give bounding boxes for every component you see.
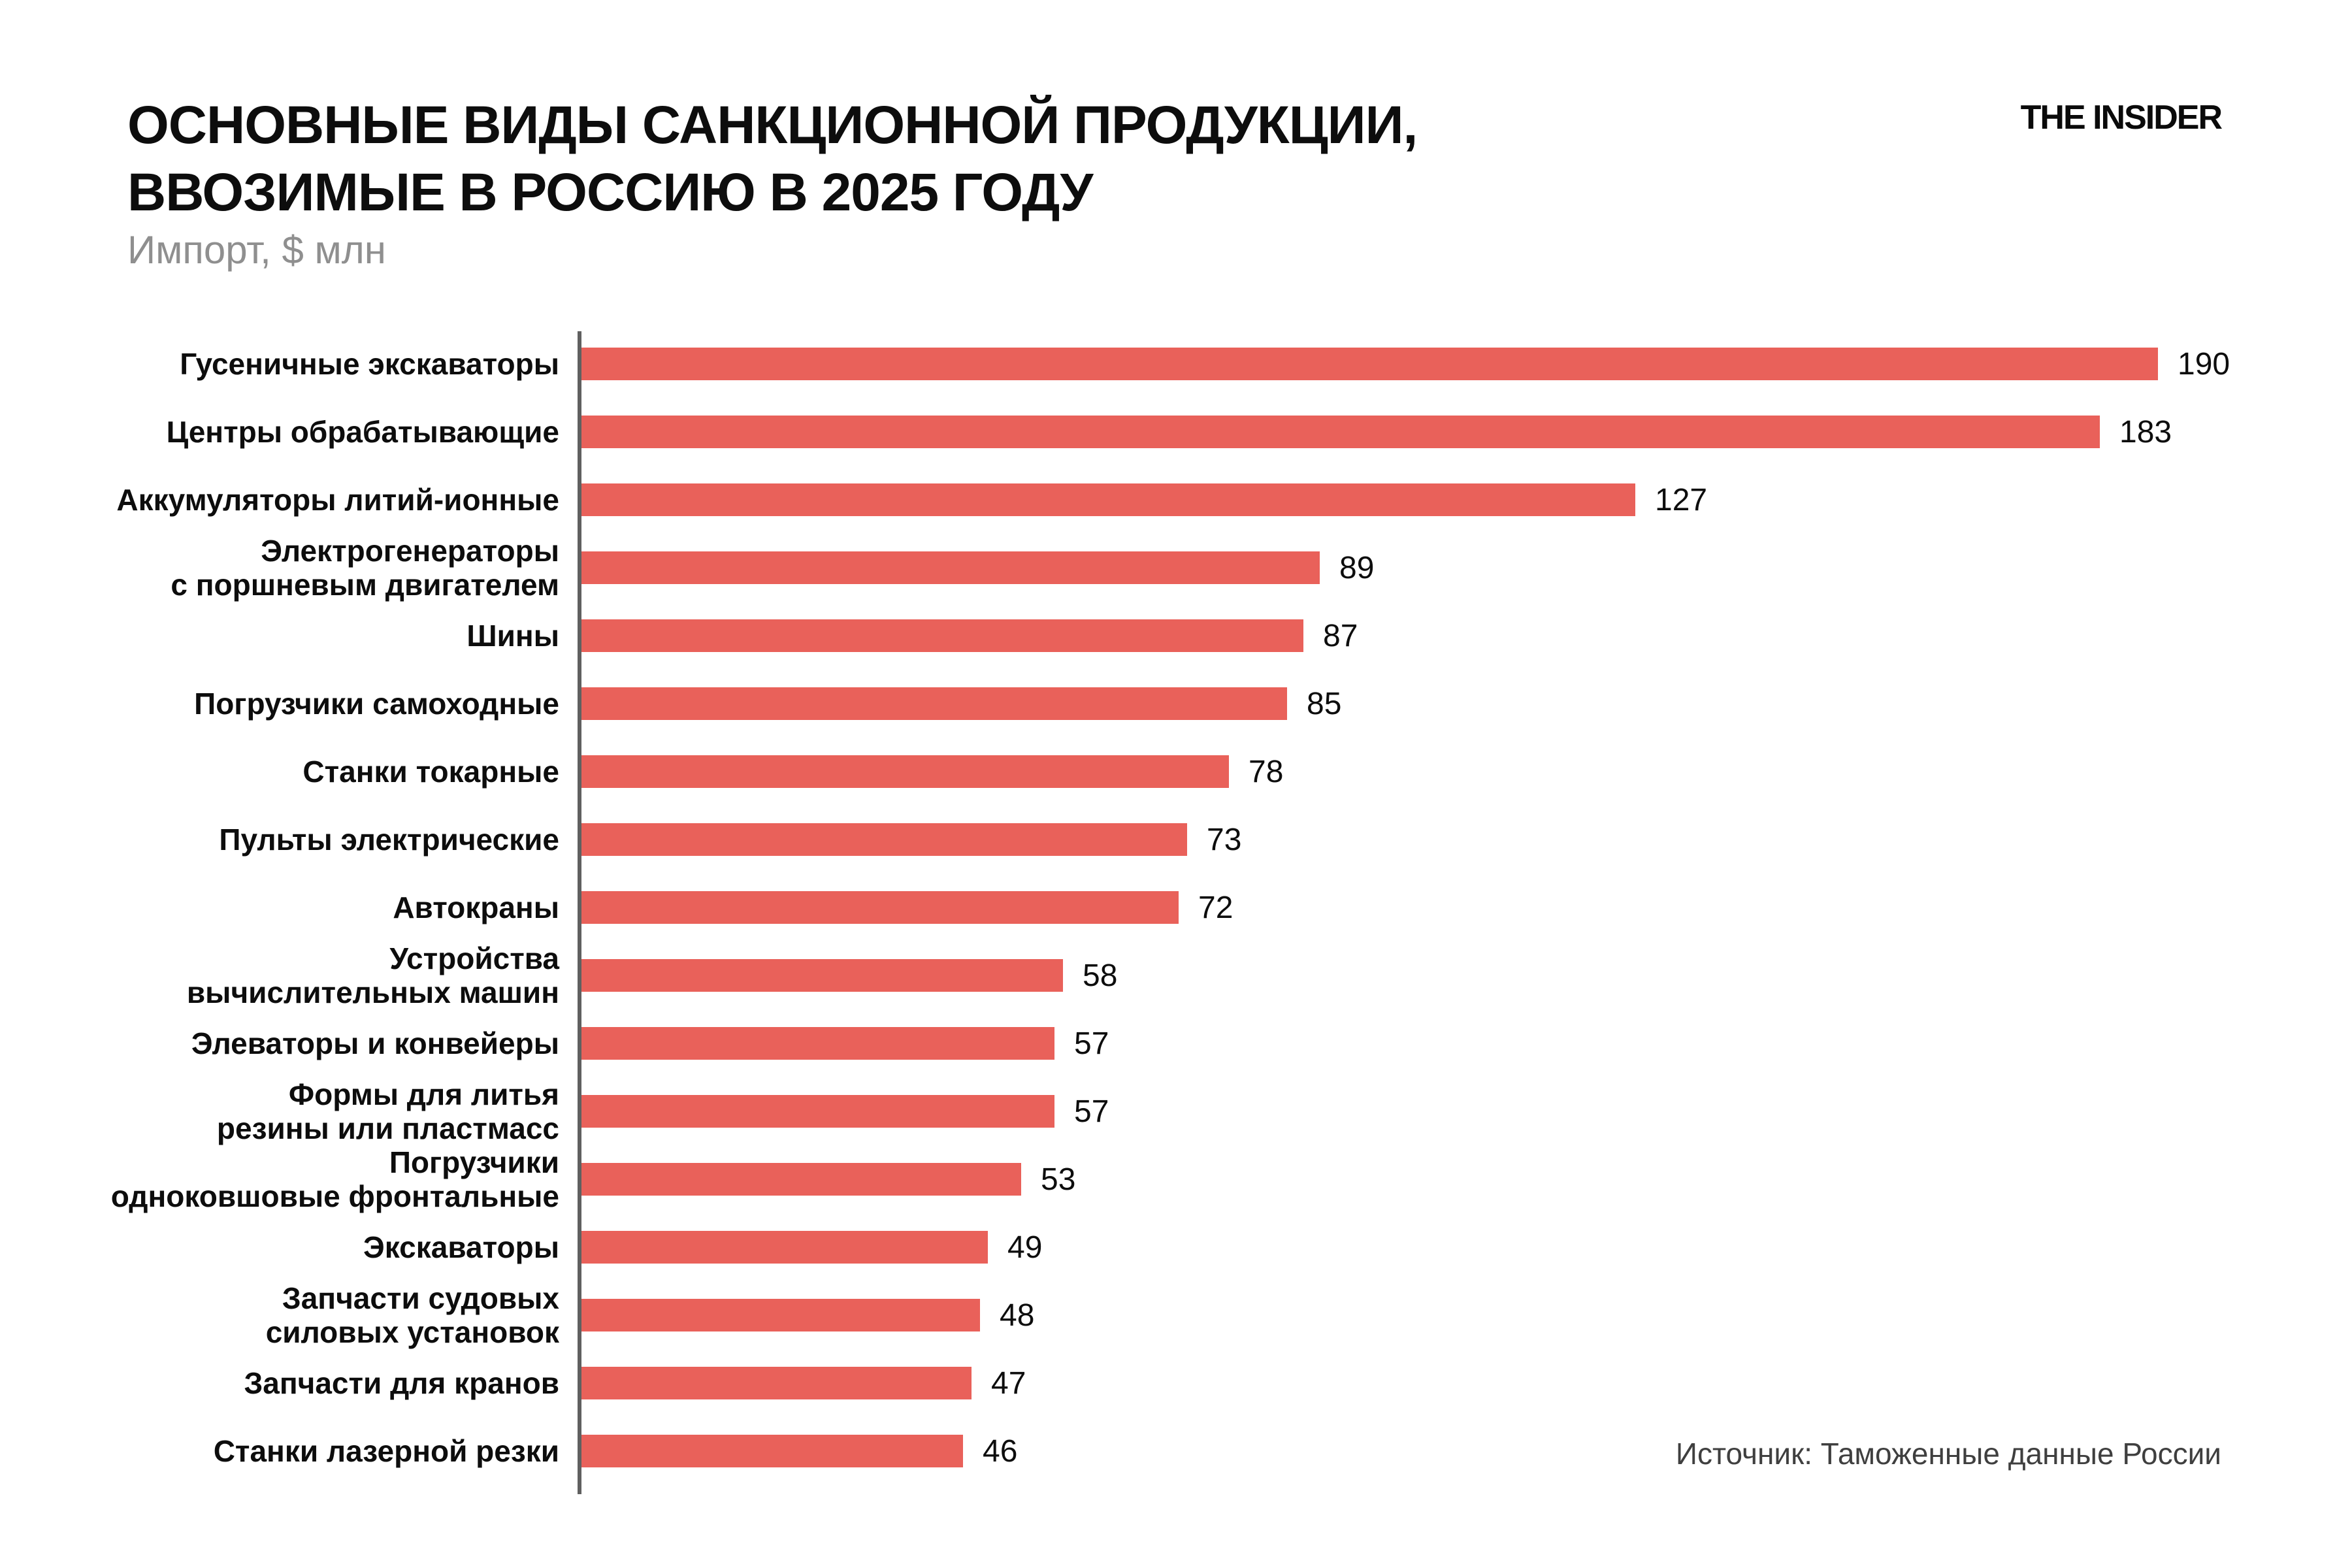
bar-cell: 53 [581, 1145, 2352, 1213]
bar-cell: 47 [581, 1349, 2352, 1417]
bar-cell: 46 [581, 1417, 2352, 1485]
bar-cell: 49 [581, 1213, 2352, 1281]
bar-cell: 85 [581, 670, 2352, 738]
bar-row: Электрогенераторы с поршневым двигателем 8… [0, 534, 2352, 602]
bar [581, 1027, 1054, 1060]
value-label: 57 [1074, 1026, 1109, 1061]
bar [581, 1367, 972, 1399]
title-line-2: ВВОЗИМЫЕ В РОССИЮ В 2025 ГОДУ [127, 163, 1093, 222]
bar-cell: 190 [581, 330, 2352, 398]
bar-row: Шины 87 [0, 602, 2352, 670]
bar-cell: 72 [581, 874, 2352, 941]
category-label: Станки лазерной резки [213, 1434, 559, 1468]
bar-row: Гусеничные экскаваторы 190 [0, 330, 2352, 398]
bar [581, 1095, 1054, 1128]
bar-row: Устройства вычислительных машин 58 [0, 941, 2352, 1009]
bar-cell: 78 [581, 738, 2352, 806]
category-label: Шины [466, 619, 559, 653]
value-label: 48 [1000, 1298, 1035, 1333]
category-label: Экскаваторы [363, 1230, 559, 1264]
bar-rows-container: Гусеничные экскаваторы 190 Центры обрабаты… [0, 330, 2352, 1485]
bar [581, 1231, 988, 1264]
bar-cell: 57 [581, 1077, 2352, 1145]
value-label: 127 [1655, 482, 1708, 517]
bar [581, 348, 2158, 380]
bar-chart: Гусеничные экскаваторы 190 Центры обрабаты… [0, 330, 2352, 1494]
bar-row: Центры обрабатывающие 183 [0, 398, 2352, 466]
value-label: 78 [1249, 754, 1284, 789]
value-label: 183 [2119, 414, 2172, 449]
value-label: 87 [1323, 618, 1358, 653]
category-label: Элеваторы и конвейеры [191, 1026, 559, 1060]
category-label: Станки токарные [302, 755, 559, 789]
bar [581, 1435, 963, 1467]
bar [581, 755, 1229, 788]
bar-row: Запчасти для кранов 47 [0, 1349, 2352, 1417]
bar-row: Экскаваторы 49 [0, 1213, 2352, 1281]
category-label: Формы для литья резины или пластмасс [216, 1077, 559, 1145]
category-label: Аккумуляторы литий-ионные [116, 483, 559, 517]
category-label: Автокраны [393, 890, 559, 924]
y-axis-line [578, 331, 581, 1494]
category-label: Запчасти для кранов [244, 1366, 559, 1400]
bar-row: Погрузчики одноковшовые фронтальные 53 [0, 1145, 2352, 1213]
bar-row: Станки лазерной резки 46 [0, 1417, 2352, 1485]
value-label: 47 [991, 1365, 1026, 1401]
source-note: Источник: Таможенные данные России [1675, 1437, 2221, 1471]
bar [581, 619, 1303, 652]
bar-row: Аккумуляторы литий-ионные 127 [0, 466, 2352, 534]
value-label: 89 [1339, 550, 1375, 585]
bar-cell: 73 [581, 806, 2352, 874]
bar-row: Элеваторы и конвейеры 57 [0, 1009, 2352, 1077]
category-label: Погрузчики самоходные [194, 687, 559, 721]
category-label: Гусеничные экскаваторы [180, 347, 559, 381]
category-label: Электрогенераторы с поршневым двигателем [171, 534, 559, 602]
bar [581, 1163, 1021, 1196]
value-label: 190 [2178, 346, 2230, 382]
title-line-1: ОСНОВНЫЕ ВИДЫ САНКЦИОННОЙ ПРОДУКЦИИ, [127, 95, 1418, 155]
bar-row: Станки токарные 78 [0, 738, 2352, 806]
bar-row: Автокраны 72 [0, 874, 2352, 941]
the-insider-logo: THE INSIDER [2020, 99, 2223, 137]
bar [581, 416, 2100, 448]
bar-cell: 48 [581, 1281, 2352, 1349]
category-label: Пульты электрические [219, 823, 559, 857]
bar [581, 891, 1179, 924]
bar [581, 823, 1187, 856]
value-label: 57 [1074, 1094, 1109, 1129]
value-label: 58 [1083, 958, 1118, 993]
value-label: 49 [1007, 1230, 1043, 1265]
category-label: Устройства вычислительных машин [186, 941, 559, 1009]
bar-cell: 58 [581, 941, 2352, 1009]
bar-row: Запчасти судовых силовых установок 48 [0, 1281, 2352, 1349]
bar-row: Пульты электрические 73 [0, 806, 2352, 874]
bar [581, 1299, 980, 1331]
bar [581, 687, 1287, 720]
bar-cell: 127 [581, 466, 2352, 534]
bar-cell: 183 [581, 398, 2352, 466]
page-title: ОСНОВНЫЕ ВИДЫ САНКЦИОННОЙ ПРОДУКЦИИ, ВВОЗ… [127, 91, 1418, 226]
chart-subtitle: Импорт, $ млн [127, 228, 386, 272]
bar [581, 483, 1635, 516]
bar-row: Погрузчики самоходные 85 [0, 670, 2352, 738]
category-label: Центры обрабатывающие [166, 415, 559, 449]
category-label: Погрузчики одноковшовые фронтальные [110, 1145, 559, 1213]
bar-cell: 87 [581, 602, 2352, 670]
bar-row: Формы для литья резины или пластмасс 57 [0, 1077, 2352, 1145]
bar-cell: 57 [581, 1009, 2352, 1077]
value-label: 53 [1041, 1162, 1076, 1197]
value-label: 85 [1307, 686, 1342, 721]
bar-cell: 89 [581, 534, 2352, 602]
bar [581, 959, 1063, 992]
value-label: 73 [1207, 822, 1242, 857]
value-label: 72 [1198, 890, 1233, 925]
bar [581, 551, 1320, 584]
value-label: 46 [983, 1433, 1018, 1469]
category-label: Запчасти судовых силовых установок [265, 1281, 559, 1349]
